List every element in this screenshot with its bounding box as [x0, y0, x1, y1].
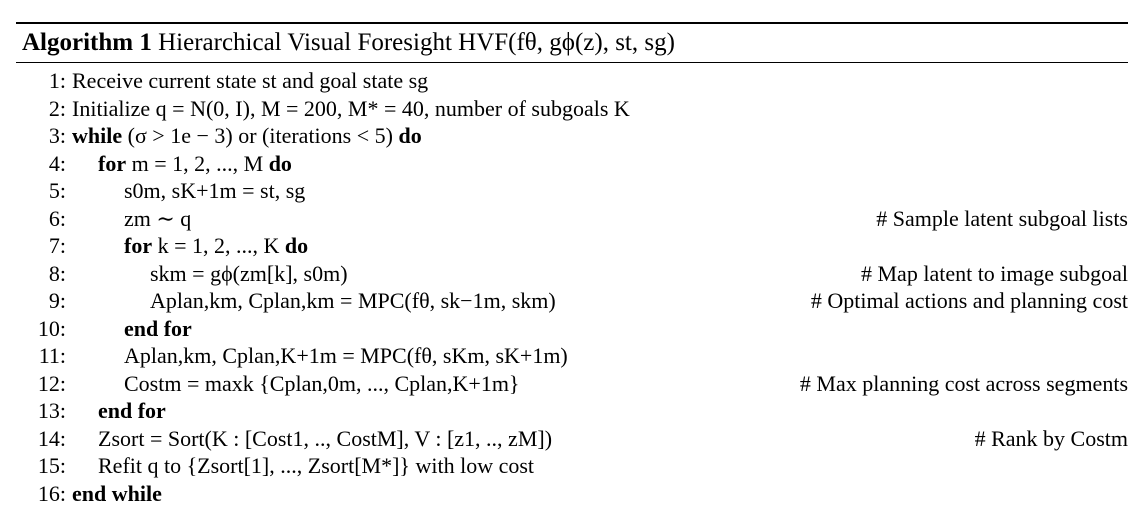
line-comment: # Rank by Costm: [975, 425, 1128, 453]
line-number: 4:: [16, 150, 66, 178]
line-number: 3:: [16, 122, 66, 150]
line-text: Aplan,km, Cplan,km = MPC(fθ, sk−1m, skm): [150, 287, 556, 315]
line-number: 16:: [16, 480, 66, 507]
line-text: Refit q to {Zsort[1], ..., Zsort[M*]} wi…: [98, 452, 534, 480]
algorithm-line-15: 15: Refit q to {Zsort[1], ..., Zsort[M*]…: [16, 452, 1128, 480]
line-text: end for: [124, 315, 192, 343]
line-number: 7:: [16, 232, 66, 260]
line-text: end for: [98, 397, 166, 425]
line-number: 1:: [16, 67, 66, 95]
line-comment: # Map latent to image subgoal: [861, 260, 1128, 288]
line-number: 12:: [16, 370, 66, 398]
line-comment: # Max planning cost across segments: [800, 370, 1128, 398]
algorithm-title: Hierarchical Visual Foresight HVF(fθ, gϕ…: [158, 29, 675, 56]
line-number: 15:: [16, 452, 66, 480]
line-text: for m = 1, 2, ..., M do: [98, 150, 292, 178]
algorithm-label: Algorithm 1: [22, 29, 152, 56]
algorithm-block: Algorithm 1 Hierarchical Visual Foresigh…: [16, 22, 1128, 507]
algorithm-line-11: 11: Aplan,km, Cplan,K+1m = MPC(fθ, sKm, …: [16, 342, 1128, 370]
caption-rule: [16, 62, 1128, 63]
line-number: 6:: [16, 205, 66, 233]
algorithm-line-8: 8: skm = gϕ(zm[k], s0m) # Map latent to …: [16, 260, 1128, 288]
algorithm-line-7: 7: for k = 1, 2, ..., K do: [16, 232, 1128, 260]
algorithm-line-9: 9: Aplan,km, Cplan,km = MPC(fθ, sk−1m, s…: [16, 287, 1128, 315]
line-text: end while: [72, 480, 162, 507]
line-text: skm = gϕ(zm[k], s0m): [150, 260, 348, 288]
line-number: 5:: [16, 177, 66, 205]
line-text: Initialize q = N(0, I), M = 200, M* = 40…: [72, 95, 630, 123]
line-text: Aplan,km, Cplan,K+1m = MPC(fθ, sKm, sK+1…: [124, 342, 568, 370]
algorithm-lines: 1: Receive current state st and goal sta…: [16, 67, 1128, 507]
line-number: 10:: [16, 315, 66, 343]
line-number: 2:: [16, 95, 66, 123]
algorithm-line-5: 5: s0m, sK+1m = st, sg: [16, 177, 1128, 205]
line-comment: # Sample latent subgoal lists: [876, 205, 1128, 233]
line-number: 13:: [16, 397, 66, 425]
line-text: while (σ > 1e − 3) or (iterations < 5) d…: [72, 122, 422, 150]
algorithm-line-2: 2: Initialize q = N(0, I), M = 200, M* =…: [16, 95, 1128, 123]
algorithm-line-12: 12: Costm = maxk {Cplan,0m, ..., Cplan,K…: [16, 370, 1128, 398]
line-number: 11:: [16, 342, 66, 370]
line-text: Costm = maxk {Cplan,0m, ..., Cplan,K+1m}: [124, 370, 519, 398]
algorithm-line-3: 3: while (σ > 1e − 3) or (iterations < 5…: [16, 122, 1128, 150]
algorithm-line-14: 14: Zsort = Sort(K : [Cost1, .., CostM],…: [16, 425, 1128, 453]
line-number: 9:: [16, 287, 66, 315]
algorithm-caption: Algorithm 1 Hierarchical Visual Foresigh…: [16, 24, 1128, 62]
algorithm-line-16: 16: end while: [16, 480, 1128, 507]
line-number: 14:: [16, 425, 66, 453]
line-comment: # Optimal actions and planning cost: [811, 287, 1128, 315]
line-text: Receive current state st and goal state …: [72, 67, 428, 95]
line-text: for k = 1, 2, ..., K do: [124, 232, 308, 260]
line-text: zm ∼ q: [124, 205, 191, 233]
algorithm-line-10: 10: end for: [16, 315, 1128, 343]
algorithm-line-6: 6: zm ∼ q # Sample latent subgoal lists: [16, 205, 1128, 233]
line-text: s0m, sK+1m = st, sg: [124, 177, 305, 205]
line-text: Zsort = Sort(K : [Cost1, .., CostM], V :…: [98, 425, 552, 453]
algorithm-line-4: 4: for m = 1, 2, ..., M do: [16, 150, 1128, 178]
algorithm-line-13: 13: end for: [16, 397, 1128, 425]
algorithm-line-1: 1: Receive current state st and goal sta…: [16, 67, 1128, 95]
line-number: 8:: [16, 260, 66, 288]
